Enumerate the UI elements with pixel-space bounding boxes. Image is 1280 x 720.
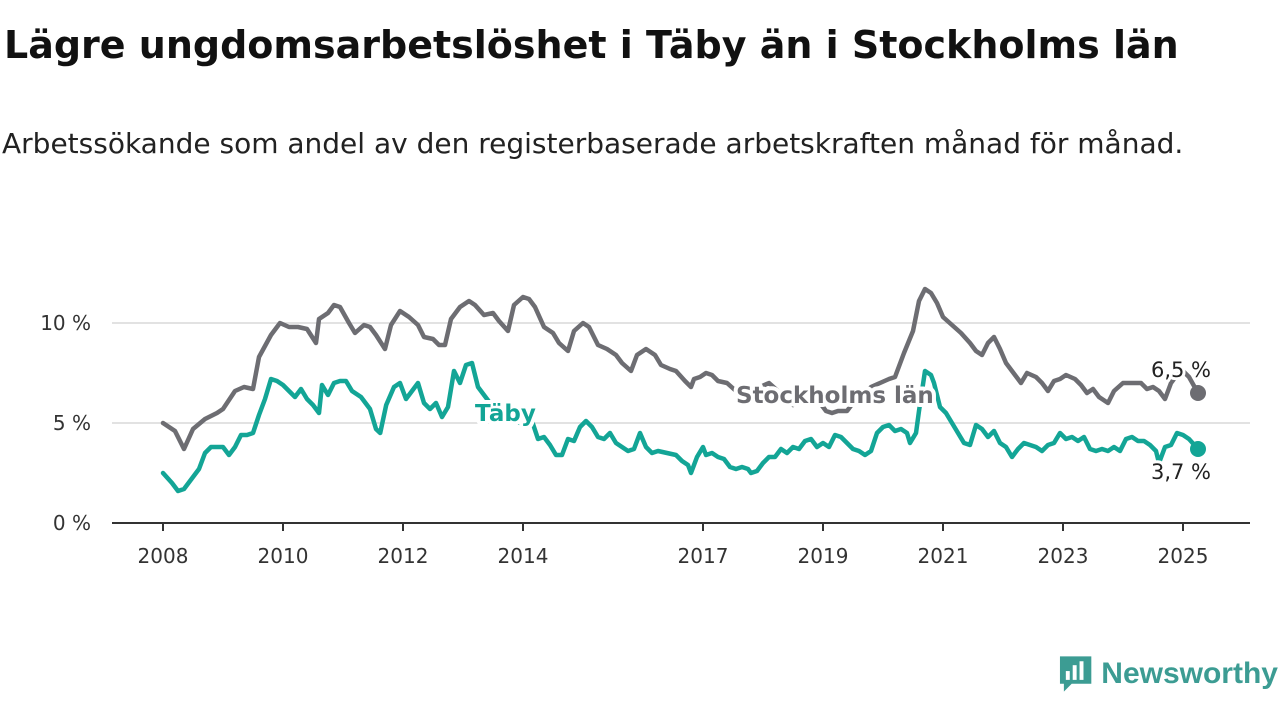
end-value-halo: 3,7 % [1151,460,1211,484]
y-axis-ticks: 0 % 5 % 10 % [40,311,91,535]
x-tick-label: 2023 [1038,544,1089,568]
x-tick-label: 2017 [678,544,729,568]
end-value-halo: 6,5 % [1151,358,1211,382]
x-tick-label: 2021 [918,544,969,568]
end-value-label: 3,7 % [1151,460,1211,484]
series-label-halo: Stockholms län [736,383,934,409]
series-label: Täby [475,401,536,427]
x-tick-label: 2019 [798,544,849,568]
brand: Newsworthy [1058,652,1278,696]
end-value-label: 6,5 % [1151,358,1211,382]
series-line-1 [160,360,1201,494]
brand-name: Newsworthy [1101,657,1278,690]
page-subtitle: Arbetssökande som andel av den registerb… [2,127,1184,160]
end-markers: 6,5 %6,5 %3,7 %3,7 % [1148,355,1214,487]
x-tick-label: 2008 [138,544,189,568]
series-lines [160,286,1201,494]
x-tick-label: 2025 [1158,544,1209,568]
y-tick-label: 0 % [53,511,91,535]
series-end-dot [1190,441,1206,457]
x-tick-label: 2014 [498,544,549,568]
y-tick-label: 10 % [40,311,91,335]
y-tick-label: 5 % [53,411,91,435]
page-title: Lägre ungdomsarbetslöshet i Täby än i St… [4,23,1179,67]
series-label: Stockholms län [736,383,934,409]
series-end-dot [1190,385,1206,401]
gridlines [112,322,1250,424]
series-line-0 [160,286,1201,452]
newsworthy-logo-icon [1059,656,1092,692]
x-tick-label: 2010 [258,544,309,568]
x-axis-ticks: 2008 2010 2012 2014 2017 2019 2021 2023 2025 [138,523,1209,568]
series-label-halo: Täby [475,401,536,427]
x-tick-label: 2012 [378,544,429,568]
